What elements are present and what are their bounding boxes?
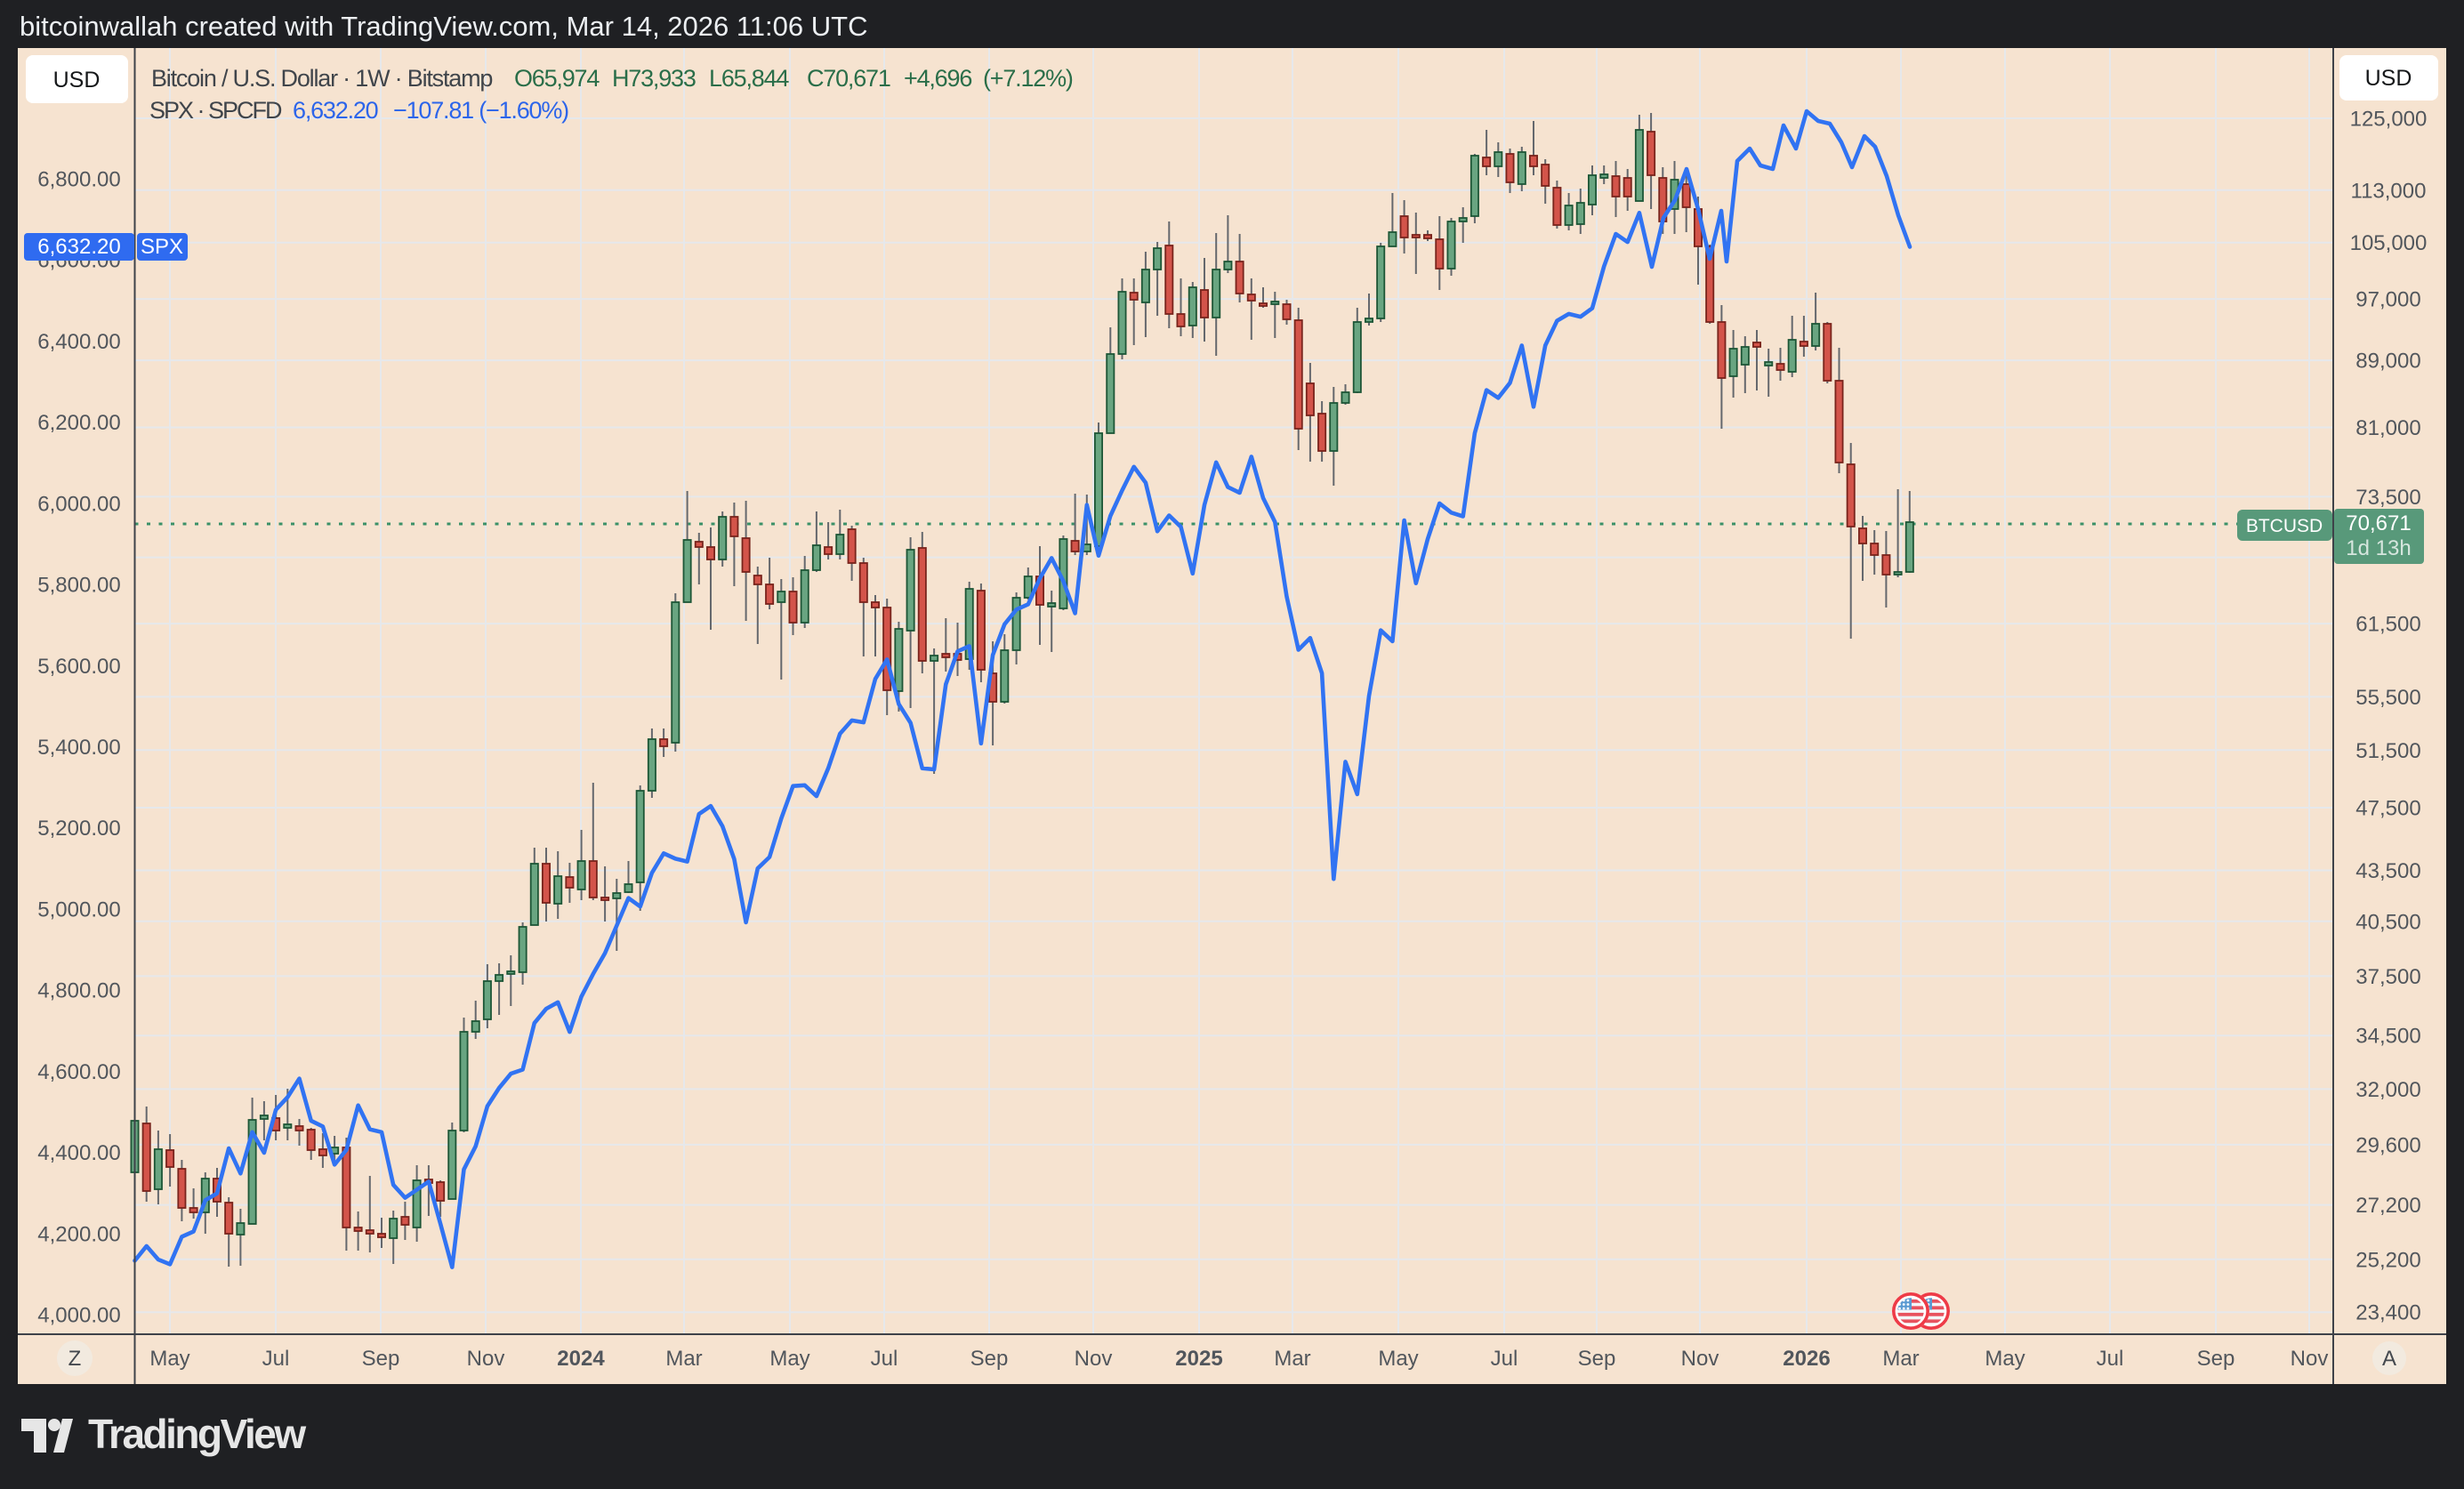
svg-text:May: May xyxy=(1985,1347,2025,1371)
svg-text:55,500: 55,500 xyxy=(2355,686,2420,710)
svg-text:89,000: 89,000 xyxy=(2355,350,2420,374)
svg-text:USD: USD xyxy=(2365,66,2412,91)
svg-text:97,000: 97,000 xyxy=(2355,288,2420,312)
svg-text:Nov: Nov xyxy=(1681,1347,1719,1371)
svg-text:6,000.00: 6,000.00 xyxy=(37,492,120,516)
svg-text:Nov: Nov xyxy=(2291,1347,2329,1371)
svg-text:51,500: 51,500 xyxy=(2355,739,2420,763)
svg-text:May: May xyxy=(769,1347,809,1371)
svg-text:34,500: 34,500 xyxy=(2355,1025,2420,1049)
svg-text:Mar: Mar xyxy=(665,1347,702,1371)
svg-text:47,500: 47,500 xyxy=(2355,797,2420,821)
svg-text:81,000: 81,000 xyxy=(2355,416,2420,440)
svg-text:32,000: 32,000 xyxy=(2355,1078,2420,1102)
svg-text:73,500: 73,500 xyxy=(2355,486,2420,510)
svg-text:43,500: 43,500 xyxy=(2355,859,2420,883)
svg-text:A: A xyxy=(2382,1347,2396,1371)
svg-text:37,500: 37,500 xyxy=(2355,965,2420,989)
svg-text:70,671: 70,671 xyxy=(2346,511,2411,535)
svg-text:May: May xyxy=(1378,1347,1418,1371)
svg-text:4,400.00: 4,400.00 xyxy=(37,1141,120,1165)
svg-text:Jul: Jul xyxy=(2097,1347,2124,1371)
svg-text:Sep: Sep xyxy=(362,1347,400,1371)
svg-text:Sep: Sep xyxy=(970,1347,1009,1371)
svg-text:5,200.00: 5,200.00 xyxy=(37,817,120,841)
svg-text:Mar: Mar xyxy=(1274,1347,1310,1371)
svg-text:4,800.00: 4,800.00 xyxy=(37,979,120,1003)
svg-text:5,400.00: 5,400.00 xyxy=(37,736,120,760)
svg-text:23,400: 23,400 xyxy=(2355,1301,2420,1325)
svg-text:4,000.00: 4,000.00 xyxy=(37,1304,120,1328)
svg-text:Jul: Jul xyxy=(1491,1347,1518,1371)
svg-text:6,800.00: 6,800.00 xyxy=(37,168,120,192)
svg-text:27,200: 27,200 xyxy=(2355,1194,2420,1218)
svg-text:Sep: Sep xyxy=(2197,1347,2235,1371)
svg-text:Sep: Sep xyxy=(1578,1347,1616,1371)
svg-text:113,000: 113,000 xyxy=(2351,179,2427,203)
svg-text:BTCUSD: BTCUSD xyxy=(2246,516,2323,536)
svg-text:1d 13h: 1d 13h xyxy=(2346,536,2411,560)
svg-text:6,200.00: 6,200.00 xyxy=(37,411,120,435)
svg-text:4,200.00: 4,200.00 xyxy=(37,1222,120,1246)
svg-text:6,400.00: 6,400.00 xyxy=(37,330,120,354)
svg-text:61,500: 61,500 xyxy=(2355,613,2420,637)
svg-text:5,000.00: 5,000.00 xyxy=(37,897,120,922)
svg-text:2024: 2024 xyxy=(557,1347,605,1371)
svg-text:5,600.00: 5,600.00 xyxy=(37,655,120,679)
svg-text:Mar: Mar xyxy=(1882,1347,1919,1371)
svg-text:6,632.20: 6,632.20 xyxy=(37,235,120,259)
svg-text:Z: Z xyxy=(68,1347,82,1371)
svg-text:29,600: 29,600 xyxy=(2355,1133,2420,1157)
svg-text:40,500: 40,500 xyxy=(2355,910,2420,934)
svg-text:USD: USD xyxy=(53,68,101,93)
svg-text:2025: 2025 xyxy=(1175,1347,1222,1371)
svg-text:SPX: SPX xyxy=(141,235,183,259)
svg-text:Nov: Nov xyxy=(1075,1347,1113,1371)
svg-text:25,200: 25,200 xyxy=(2355,1248,2420,1272)
svg-text:May: May xyxy=(149,1347,189,1371)
svg-text:2026: 2026 xyxy=(1783,1347,1830,1371)
svg-text:Jul: Jul xyxy=(871,1347,898,1371)
svg-text:105,000: 105,000 xyxy=(2350,231,2428,255)
svg-text:Bitcoin / U.S. Dollar · 1W · B: Bitcoin / U.S. Dollar · 1W · Bitstamp O65… xyxy=(151,65,1073,92)
svg-text:4,600.00: 4,600.00 xyxy=(37,1060,120,1084)
svg-text:125,000: 125,000 xyxy=(2350,108,2428,132)
svg-text:5,800.00: 5,800.00 xyxy=(37,574,120,598)
svg-text:Jul: Jul xyxy=(262,1347,290,1371)
svg-text:Nov: Nov xyxy=(467,1347,505,1371)
